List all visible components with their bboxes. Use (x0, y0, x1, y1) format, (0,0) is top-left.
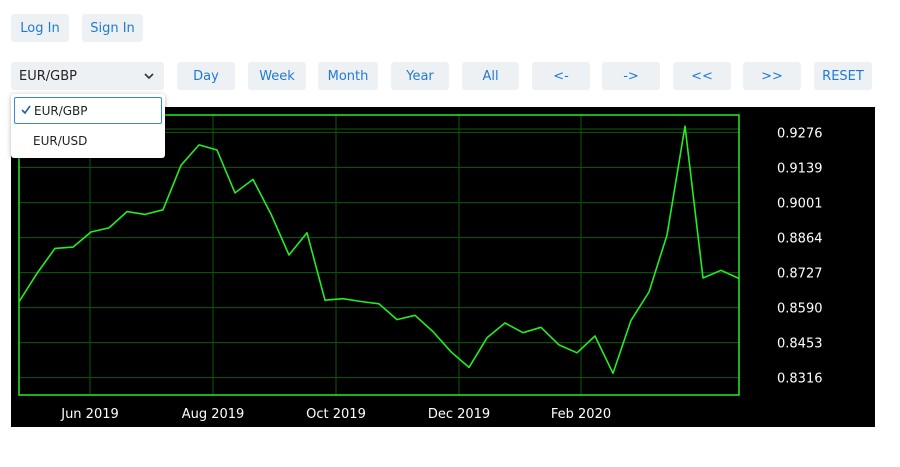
auth-row: Log In Sign In (0, 14, 900, 44)
currency-pair-select[interactable]: EUR/GBP (11, 62, 164, 90)
range-week-button[interactable]: Week (248, 62, 306, 90)
y-tick-label: 0.8864 (777, 232, 823, 247)
range-day-button[interactable]: Day (177, 62, 235, 90)
chevron-down-icon (144, 73, 154, 80)
x-tick-label: Jun 2019 (60, 407, 119, 422)
nav-back-button[interactable]: <- (532, 62, 590, 90)
dropdown-option-eurgbp[interactable]: EUR/GBP (14, 97, 162, 124)
signin-button[interactable]: Sign In (82, 14, 143, 42)
range-all-button[interactable]: All (462, 62, 519, 90)
dropdown-option-label: EUR/GBP (34, 103, 88, 118)
reset-button[interactable]: RESET (814, 62, 872, 90)
login-button[interactable]: Log In (11, 14, 69, 42)
y-tick-label: 0.9139 (777, 161, 823, 176)
nav-forward-button[interactable]: -> (602, 62, 660, 90)
price-chart[interactable]: 0.9276 0.9139 0.9001 0.8864 0.8727 0.8590 0.84… (11, 107, 875, 427)
y-tick-label: 0.9276 (777, 126, 823, 141)
dropdown-option-eurusd[interactable]: EUR/USD (14, 127, 162, 154)
x-tick-label: Dec 2019 (428, 407, 490, 422)
currency-pair-dropdown: EUR/GBP EUR/USD (11, 94, 165, 158)
y-tick-label: 0.8316 (777, 372, 823, 387)
x-tick-label: Feb 2020 (551, 407, 611, 422)
y-tick-label: 0.8453 (777, 337, 823, 352)
x-tick-label: Aug 2019 (182, 407, 245, 422)
currency-pair-value: EUR/GBP (19, 68, 77, 84)
price-series-line (18, 125, 740, 375)
check-icon (21, 105, 31, 115)
plot-border (18, 114, 740, 396)
y-tick-label: 0.9001 (777, 197, 823, 212)
toolbar: EUR/GBP Day Week Month Year All <- -> <<… (0, 62, 900, 92)
nav-first-button[interactable]: << (673, 62, 731, 90)
y-tick-label: 0.8727 (777, 267, 823, 282)
dropdown-option-label: EUR/USD (33, 133, 88, 148)
range-year-button[interactable]: Year (391, 62, 449, 90)
range-month-button[interactable]: Month (318, 62, 378, 90)
nav-last-button[interactable]: >> (743, 62, 801, 90)
x-tick-label: Oct 2019 (306, 407, 366, 422)
y-tick-label: 0.8590 (777, 302, 823, 317)
